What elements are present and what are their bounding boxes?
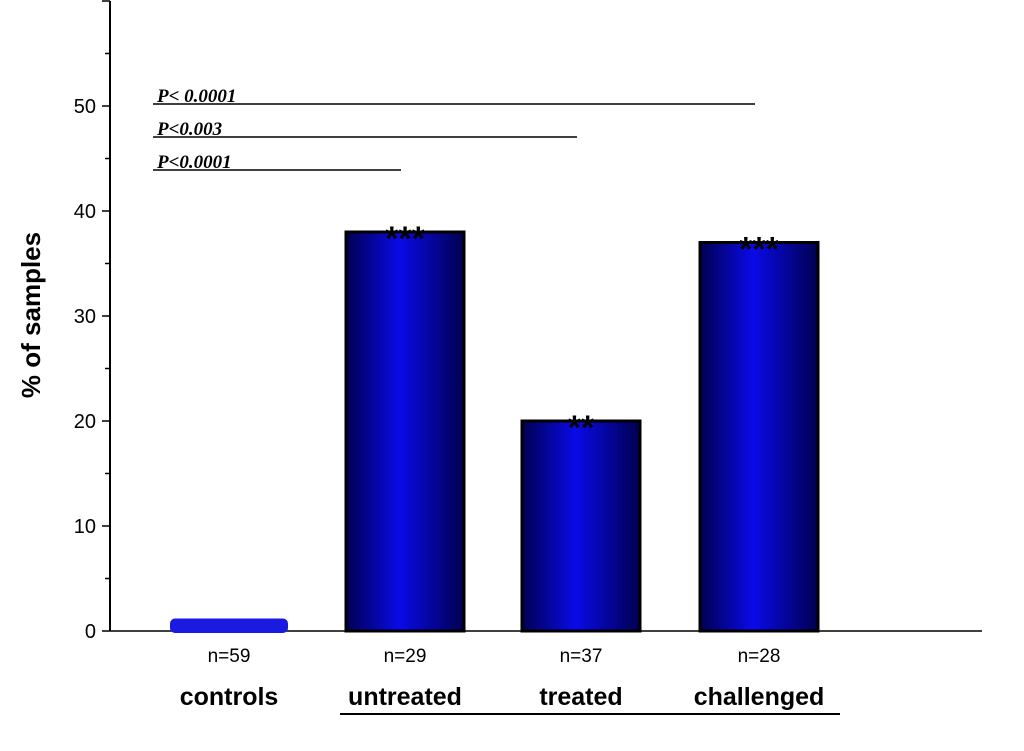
category-label: controls: [180, 683, 279, 711]
sample-size-label: n=28: [738, 646, 781, 667]
category-label: challenged: [694, 683, 825, 711]
y-tick-label: 30: [74, 306, 96, 328]
sample-size-label: n=59: [208, 646, 251, 667]
category-label: untreated: [348, 683, 462, 711]
bar-untreated: [344, 230, 466, 633]
y-tick-label: 10: [74, 516, 96, 538]
category-label: treated: [539, 683, 622, 711]
significance-stars: ***: [385, 220, 425, 258]
p-value-label: P<0.0001: [156, 152, 232, 173]
significance-stars: **: [568, 409, 595, 447]
y-tick-label: 40: [74, 201, 96, 223]
sample-size-label: n=37: [560, 646, 603, 667]
p-value-label: P<0.003: [156, 119, 222, 140]
bar-treated: [520, 419, 642, 633]
y-tick-label: 50: [74, 96, 96, 118]
bar-challenged: [698, 241, 820, 633]
p-value-label: P< 0.0001: [156, 86, 236, 107]
y-tick-label: 20: [74, 411, 96, 433]
bar-controls: [170, 618, 288, 633]
sample-size-label: n=29: [384, 646, 427, 667]
y-tick-label: 0: [85, 621, 96, 643]
significance-stars: ***: [739, 231, 779, 269]
y-axis-label: % of samples: [16, 232, 46, 398]
